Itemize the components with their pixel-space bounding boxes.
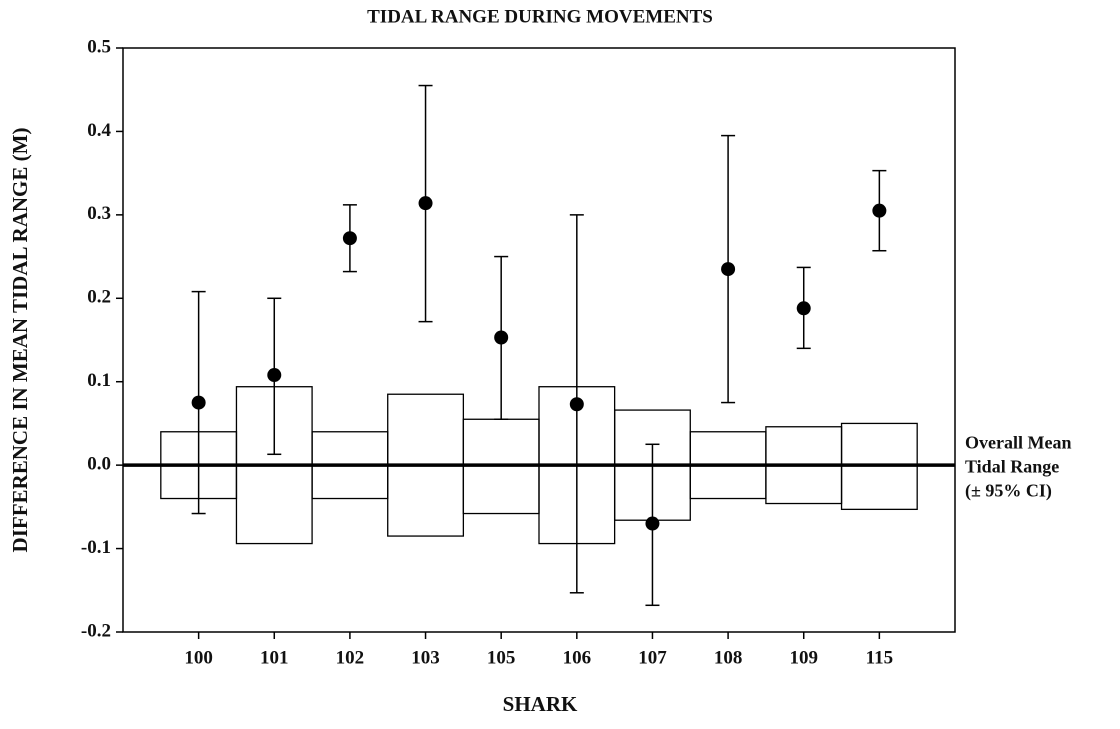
x-tick-label: 101 (260, 647, 289, 668)
annotation: Tidal Range (965, 456, 1059, 476)
x-tick-label: 109 (789, 647, 818, 668)
plot-frame (122, 47, 956, 633)
y-axis-label: DIFFERENCE IN MEAN TIDAL RANGE (M) (8, 128, 32, 553)
x-tick-label: 106 (563, 647, 592, 668)
y-tick-label: 0.1 (87, 370, 111, 391)
x-tick-label: 107 (638, 647, 667, 668)
x-tick-label: 102 (336, 647, 365, 668)
x-tick-label: 100 (184, 647, 213, 668)
point (418, 196, 433, 211)
y-tick-label: -0.1 (81, 537, 111, 558)
y-tick-label: 0.3 (87, 203, 111, 224)
point (191, 395, 206, 410)
y-tick-label: 0.0 (87, 454, 111, 475)
point (796, 301, 811, 316)
y-tick-label: 0.2 (87, 287, 111, 308)
point (569, 397, 584, 412)
x-tick-label: 105 (487, 647, 516, 668)
point (494, 330, 509, 345)
annotation: Overall Mean (965, 432, 1071, 452)
point (342, 231, 357, 246)
y-tick-label: -0.2 (81, 620, 111, 641)
y-tick-label: 0.4 (87, 120, 111, 141)
x-tick-label: 108 (714, 647, 743, 668)
point (267, 368, 282, 383)
point (721, 262, 736, 277)
x-tick-label: 103 (411, 647, 440, 668)
x-axis-label: SHARK (503, 692, 578, 716)
chart-title: TIDAL RANGE DURING MOVEMENTS (367, 6, 713, 27)
point (872, 203, 887, 218)
point (645, 516, 660, 531)
y-tick-label: 0.5 (87, 36, 111, 57)
x-tick-label: 115 (866, 647, 893, 668)
annotation: (± 95% CI) (965, 480, 1052, 501)
